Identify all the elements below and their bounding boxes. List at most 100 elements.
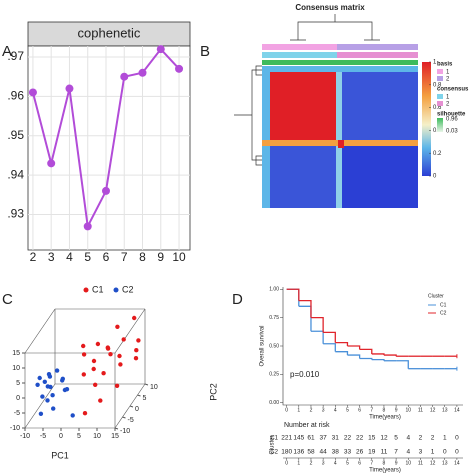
x-tick-label: 0	[285, 407, 288, 413]
point	[101, 371, 106, 376]
x-tick-label: 10	[405, 460, 411, 466]
risk-count: 2	[419, 435, 423, 442]
x-tick-label: 12	[430, 407, 436, 413]
risk-count: 4	[406, 435, 410, 442]
y-tick-label: 0.75	[269, 315, 279, 321]
x-tick-label: 7	[121, 250, 128, 264]
y-tick-label: 0.50	[269, 343, 279, 349]
plot-panel	[27, 45, 191, 251]
legend-title: consensus	[437, 87, 469, 93]
panel-letter: A	[2, 43, 12, 60]
risk-table-label: Cluster	[270, 435, 276, 454]
legend-label: C2	[122, 284, 134, 294]
survival-step	[371, 358, 385, 361]
dendrogram	[234, 14, 380, 166]
z-axis-label: PC2	[208, 383, 218, 401]
risk-count: 61	[307, 435, 315, 442]
point	[108, 352, 113, 357]
point	[35, 382, 40, 387]
point	[42, 379, 47, 384]
point	[45, 384, 50, 389]
legend-label: 0.96	[446, 117, 458, 123]
survival-step	[347, 345, 361, 350]
survival-step	[371, 353, 385, 356]
point	[50, 393, 55, 398]
survival-step	[323, 331, 336, 343]
point	[51, 406, 56, 411]
x-tick-label: 4	[334, 407, 337, 413]
point	[118, 362, 123, 367]
risk-row-label: C1	[270, 436, 278, 442]
risk-count: 1	[431, 449, 435, 456]
survival-step	[286, 288, 300, 307]
risk-count: 4	[406, 449, 410, 456]
y-tick-label: .94	[7, 167, 24, 181]
colorbar-tick-label: 0.8	[433, 82, 442, 88]
panel-b: 00.20.40.60.81basis12consensus12silhouet…	[429, 60, 469, 180]
y-tick-label: 5	[16, 380, 20, 387]
risk-count: 31	[332, 435, 340, 442]
heatmap-title: Consensus matrix	[295, 3, 365, 12]
x-tick-label: 5	[84, 250, 91, 264]
z-tick-label: 10	[150, 384, 158, 391]
risk-count: 145	[293, 435, 304, 442]
z-tick	[122, 416, 126, 419]
colorbar-tick-label: 0.6	[433, 105, 442, 111]
x-tick-label: 15	[111, 433, 119, 440]
z-tick	[129, 405, 134, 408]
x-tick-label: 5	[346, 407, 349, 413]
x-tick-label: 1	[297, 407, 300, 413]
point	[156, 45, 165, 54]
legend-label: 2	[446, 102, 450, 108]
point	[40, 394, 45, 399]
colorbar-tick-label: 0	[433, 174, 437, 180]
x-tick-label: 3	[322, 460, 325, 466]
point	[37, 375, 42, 381]
survival-step	[347, 354, 361, 359]
legend-title: basis	[437, 62, 453, 68]
point	[117, 353, 122, 359]
y-tick-label: .97	[7, 49, 24, 63]
point	[81, 372, 87, 377]
point	[82, 411, 88, 416]
point	[28, 88, 37, 97]
survival-step	[323, 343, 336, 352]
x-tick-label: 1	[297, 460, 300, 466]
risk-count: 19	[368, 449, 376, 456]
risk-count: 44	[320, 449, 328, 456]
point	[60, 376, 65, 381]
point	[132, 315, 137, 321]
y-tick-label: -5	[14, 410, 20, 417]
z-tick	[144, 383, 149, 386]
legend-label: C2	[440, 310, 447, 316]
box-edge	[24, 308, 56, 354]
point	[83, 222, 92, 231]
survival-step	[286, 288, 300, 301]
point	[114, 383, 120, 388]
point	[101, 186, 110, 195]
risk-count: 26	[356, 449, 364, 456]
annotation-cell	[262, 44, 337, 50]
legend-swatch	[437, 69, 443, 74]
colorbar-tick-label: 0.2	[433, 151, 442, 157]
x-tick-label: 0	[59, 433, 63, 440]
x-tick-label: -10	[20, 433, 30, 440]
x-tick-label: 11	[418, 407, 423, 413]
point	[175, 64, 184, 73]
box-edge	[24, 383, 56, 429]
x-tick-label: 7	[370, 407, 373, 413]
legend-marker	[83, 287, 89, 293]
y-tick-label: -10	[10, 425, 20, 432]
risk-count: 0	[455, 449, 459, 456]
x-tick-label: 2	[30, 250, 37, 264]
point	[93, 382, 98, 387]
heatmap-block	[262, 66, 418, 72]
point	[134, 348, 139, 353]
point	[115, 324, 120, 329]
risk-count: 11	[381, 449, 388, 456]
x-tick-label: 8	[383, 460, 386, 466]
point	[81, 343, 86, 349]
legend-swatch	[437, 94, 443, 99]
z-tick-label: -5	[128, 417, 134, 424]
